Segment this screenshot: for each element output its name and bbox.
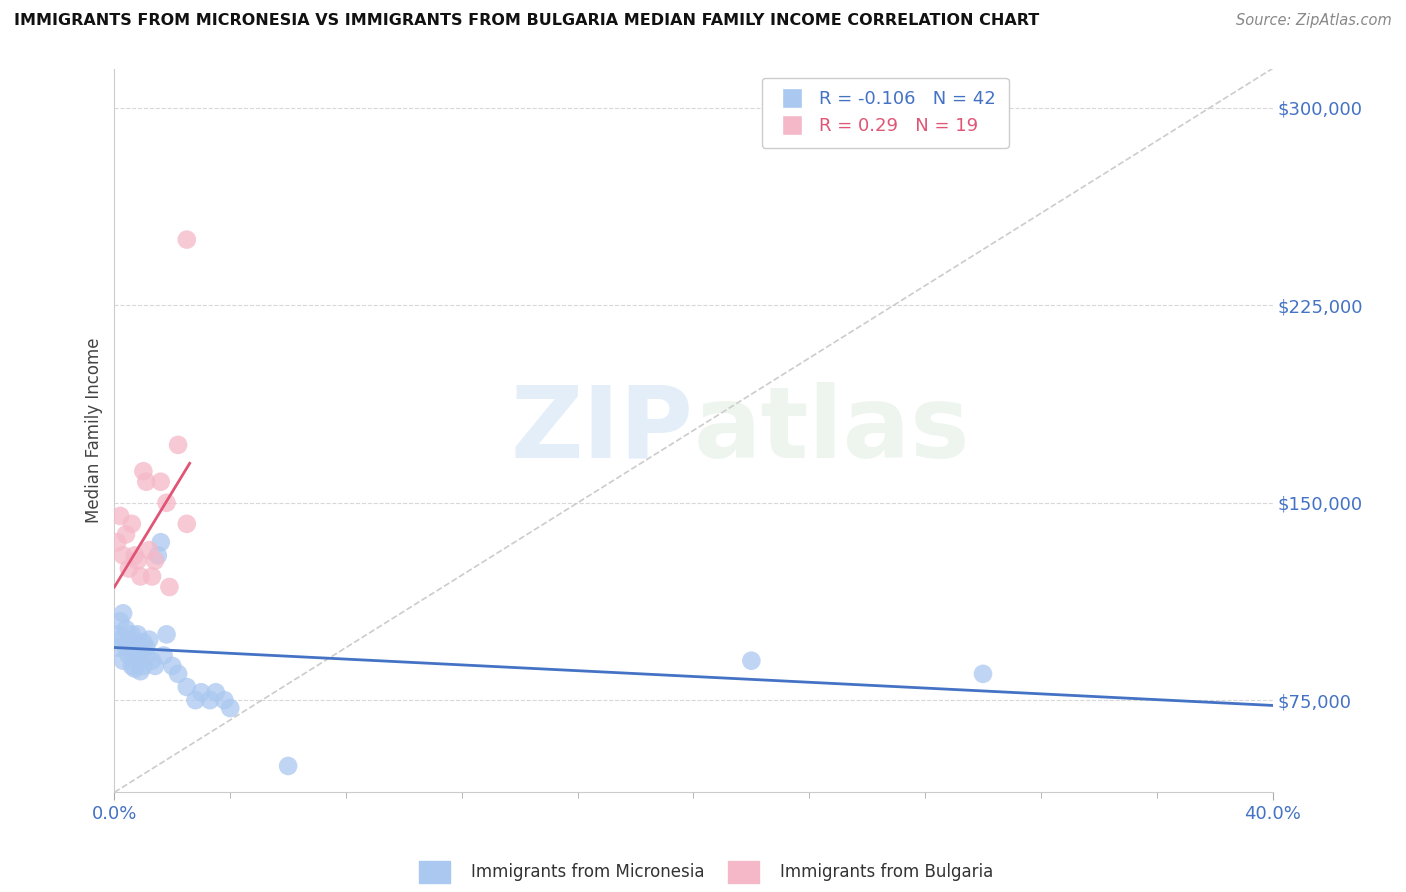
Point bbox=[157, 580, 180, 594]
Point bbox=[124, 640, 146, 655]
Point bbox=[138, 543, 160, 558]
Point bbox=[167, 666, 190, 681]
Point bbox=[141, 654, 163, 668]
Point bbox=[219, 701, 242, 715]
Point bbox=[152, 648, 174, 663]
Text: IMMIGRANTS FROM MICRONESIA VS IMMIGRANTS FROM BULGARIA MEDIAN FAMILY INCOME CORR: IMMIGRANTS FROM MICRONESIA VS IMMIGRANTS… bbox=[14, 13, 1039, 29]
Text: Source: ZipAtlas.com: Source: ZipAtlas.com bbox=[1236, 13, 1392, 29]
Point bbox=[124, 662, 146, 676]
Point bbox=[105, 640, 128, 655]
Point bbox=[155, 627, 177, 641]
Point bbox=[105, 627, 128, 641]
Point bbox=[112, 654, 135, 668]
Text: atlas: atlas bbox=[693, 382, 970, 479]
Point bbox=[135, 648, 157, 663]
Point bbox=[132, 635, 155, 649]
Point bbox=[214, 693, 236, 707]
Point bbox=[149, 475, 172, 489]
Point bbox=[176, 516, 198, 531]
Point bbox=[129, 569, 152, 583]
Point bbox=[143, 554, 166, 568]
Point bbox=[277, 759, 299, 773]
Point bbox=[176, 680, 198, 694]
Point bbox=[135, 475, 157, 489]
Text: Immigrants from Micronesia: Immigrants from Micronesia bbox=[471, 863, 704, 881]
Point bbox=[108, 508, 131, 523]
Point bbox=[132, 464, 155, 478]
Point bbox=[115, 622, 138, 636]
Point bbox=[127, 640, 149, 655]
Point bbox=[141, 569, 163, 583]
Point bbox=[146, 549, 169, 563]
Point bbox=[162, 659, 184, 673]
Legend: R = -0.106   N = 42, R = 0.29   N = 19: R = -0.106 N = 42, R = 0.29 N = 19 bbox=[762, 78, 1008, 148]
Point bbox=[124, 549, 146, 563]
Point bbox=[124, 648, 146, 663]
Point bbox=[127, 627, 149, 641]
Point bbox=[143, 659, 166, 673]
Point bbox=[108, 614, 131, 628]
Point bbox=[121, 627, 143, 641]
Point bbox=[132, 659, 155, 673]
Point bbox=[121, 659, 143, 673]
Point bbox=[176, 233, 198, 247]
Point bbox=[190, 685, 212, 699]
Point bbox=[108, 632, 131, 647]
Point bbox=[129, 664, 152, 678]
Point bbox=[167, 438, 190, 452]
Point bbox=[138, 632, 160, 647]
Point bbox=[115, 527, 138, 541]
Point bbox=[135, 640, 157, 655]
Point bbox=[184, 693, 207, 707]
Point bbox=[149, 535, 172, 549]
Point bbox=[198, 693, 221, 707]
Text: ZIP: ZIP bbox=[510, 382, 693, 479]
Point bbox=[118, 632, 141, 647]
Point bbox=[118, 561, 141, 575]
Point bbox=[118, 648, 141, 663]
Text: Immigrants from Bulgaria: Immigrants from Bulgaria bbox=[780, 863, 994, 881]
Point bbox=[112, 549, 135, 563]
Y-axis label: Median Family Income: Median Family Income bbox=[86, 338, 103, 523]
Point bbox=[105, 535, 128, 549]
Point bbox=[204, 685, 226, 699]
Point bbox=[972, 666, 994, 681]
Point bbox=[129, 648, 152, 663]
Point bbox=[740, 654, 762, 668]
Point bbox=[112, 607, 135, 621]
Point bbox=[155, 496, 177, 510]
Point bbox=[115, 640, 138, 655]
Point bbox=[127, 554, 149, 568]
Point bbox=[121, 516, 143, 531]
